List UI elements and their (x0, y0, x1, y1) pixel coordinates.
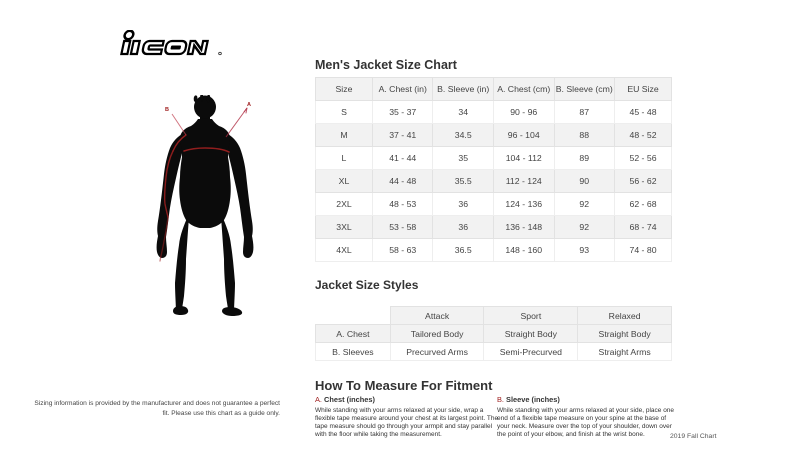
svg-text:A: A (247, 102, 251, 108)
svg-text:B: B (165, 107, 169, 113)
